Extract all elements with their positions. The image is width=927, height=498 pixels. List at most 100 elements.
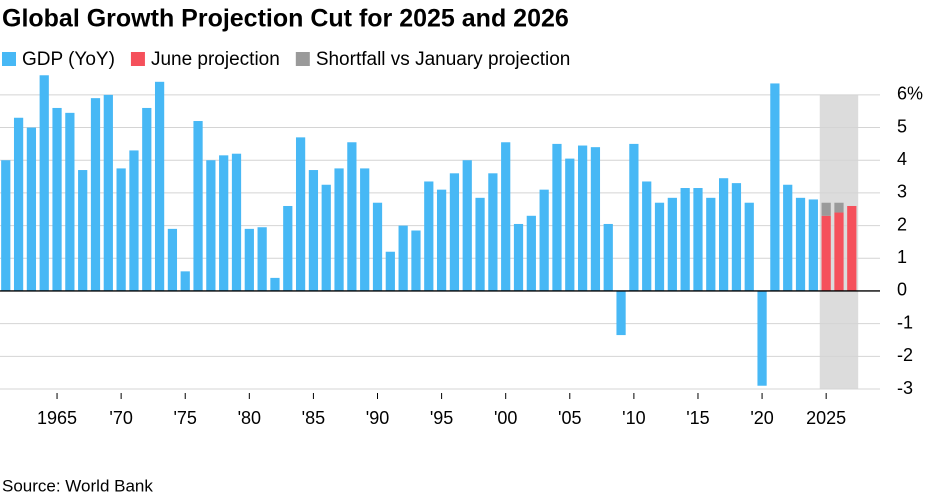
bar (757, 290, 767, 386)
x-tick-label: '00 (494, 408, 517, 428)
bar (295, 137, 306, 291)
bar (78, 170, 88, 291)
bar (462, 160, 472, 291)
y-tick-label: 6% (897, 84, 923, 104)
bar (847, 205, 857, 291)
legend: GDP (YoY) June projection Shortfall vs Jan… (2, 49, 570, 70)
x-tick-label: 1965 (37, 408, 77, 428)
bar (513, 223, 524, 291)
legend-swatch (130, 52, 145, 66)
bar (244, 228, 254, 291)
bar (821, 202, 831, 216)
bar (616, 290, 626, 336)
bar (65, 112, 75, 291)
bar (731, 183, 742, 291)
y-tick-label: 1 (897, 247, 907, 267)
bar (270, 277, 280, 291)
y-tick-label: 5 (897, 116, 907, 136)
bar (590, 147, 601, 291)
bar (475, 197, 485, 291)
bar (206, 160, 216, 291)
y-tick-label: 0 (897, 280, 907, 300)
bar (193, 121, 203, 291)
y-tick-label: 4 (897, 149, 907, 169)
legend-label: Shortfall vs January projection (316, 49, 571, 70)
bar (526, 215, 536, 291)
bar (231, 153, 242, 291)
x-tick-label: '85 (302, 408, 325, 428)
bar (654, 202, 665, 291)
bar (539, 189, 549, 291)
bar (565, 158, 575, 291)
bar (603, 223, 613, 291)
bar (129, 150, 139, 291)
bar (577, 145, 588, 291)
bar (372, 202, 383, 291)
bar (449, 173, 460, 291)
bar (629, 143, 639, 291)
bar (501, 142, 511, 291)
legend-swatch (295, 52, 310, 66)
x-tick-label: 2025 (806, 408, 846, 428)
y-tick-label: -2 (897, 345, 913, 365)
bar (424, 181, 434, 291)
y-tick-label: 3 (897, 182, 907, 202)
bar (257, 227, 267, 291)
bar (26, 127, 37, 291)
x-tick-label: '75 (173, 408, 196, 428)
bar (90, 98, 101, 291)
bar (1, 160, 11, 291)
x-tick-label: '80 (238, 408, 261, 428)
bar (411, 230, 421, 291)
bar (52, 107, 62, 291)
x-tick-label: '05 (558, 408, 581, 428)
bar (398, 225, 408, 291)
bar (13, 117, 24, 291)
bar (783, 184, 793, 291)
bar (680, 188, 690, 291)
bar (770, 83, 780, 291)
x-tick-label: '15 (686, 408, 709, 428)
legend-label: June projection (151, 49, 280, 70)
x-tick-label: '10 (622, 408, 645, 428)
bar (219, 155, 229, 291)
y-tick-label: -1 (897, 312, 913, 332)
x-tick-label: '90 (366, 408, 389, 428)
bar (360, 168, 370, 291)
bar (488, 173, 498, 291)
bar (667, 197, 677, 291)
bar (347, 142, 357, 291)
bar (167, 228, 178, 291)
legend-label: GDP (YoY) (22, 49, 115, 70)
bar (39, 75, 49, 291)
bar (321, 184, 331, 291)
y-tick-label: -3 (897, 378, 913, 398)
bar (103, 94, 113, 291)
x-tick-label: '20 (750, 408, 773, 428)
bar (744, 202, 754, 291)
bar (385, 251, 395, 291)
legend-swatch (2, 52, 16, 66)
bar (180, 271, 190, 291)
bar (116, 168, 126, 291)
bar (142, 107, 152, 291)
bar (706, 197, 716, 291)
bar (718, 178, 729, 291)
bar (693, 188, 703, 291)
bar (283, 205, 293, 291)
bar (834, 202, 844, 213)
bar (308, 170, 319, 291)
plot: -3 -2 -1 0 1 2 3 4 5 6% 1965 '70 '75 '80 '85 '90 '95 '00 '… (0, 75, 923, 428)
bar (821, 215, 831, 291)
x-tick-label: '70 (109, 408, 132, 428)
bar (642, 181, 652, 291)
x-tick-label: '95 (430, 408, 453, 428)
bar (436, 189, 447, 291)
source: Source: World Bank (2, 476, 153, 495)
bar (154, 81, 165, 291)
bar (334, 168, 344, 291)
bar (795, 197, 806, 291)
y-tick-label: 2 (897, 214, 907, 234)
chart-title: Global Growth Projection Cut for 2025 an… (2, 5, 569, 33)
